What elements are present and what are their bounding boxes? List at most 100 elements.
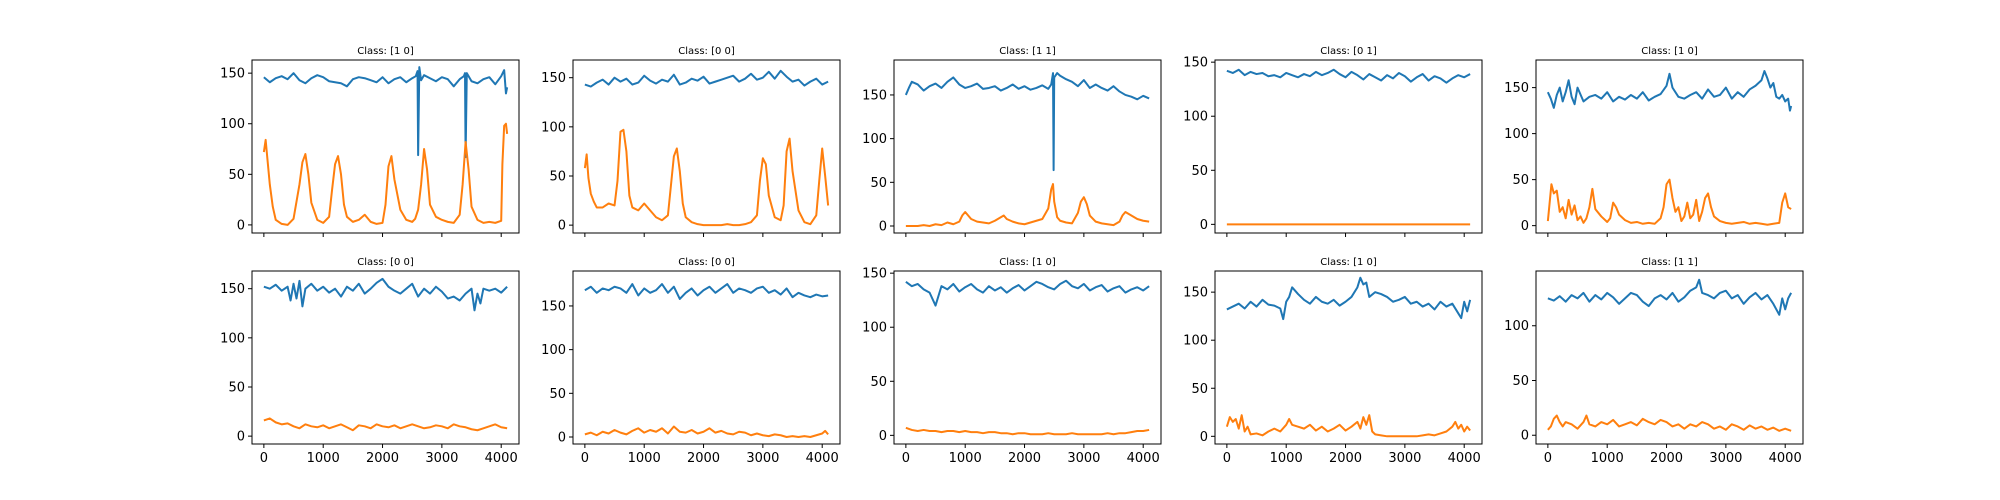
chart-2-axes-frame xyxy=(572,59,841,234)
chart-6: Class: [0 0] 0 50 100 150 0 1000 2000 3000 4000 xyxy=(220,257,520,466)
chart-9: Class: [1 0] 0 50 100 150 0 1000 2000 3000 4000 xyxy=(1183,257,1483,466)
chart-10-x-tick-label: 4000 xyxy=(1769,451,1802,466)
chart-7-y-tick-label: 50 xyxy=(549,387,566,402)
chart-2-series-2-line xyxy=(583,128,830,227)
chart-6-series-1-line xyxy=(263,277,508,312)
chart-7-series-1-line xyxy=(584,283,829,300)
chart-10-x-tick-label: 1000 xyxy=(1591,451,1624,466)
chart-8-x-tick-label: 2000 xyxy=(1008,451,1041,466)
chart-5: Class: [1 0] 0 50 100 150 xyxy=(1504,46,1804,237)
chart-1-series-1-line xyxy=(263,66,509,159)
chart-8-x-tick-label: 4000 xyxy=(1127,451,1160,466)
chart-7-y-tick-label: 100 xyxy=(541,343,566,358)
chart-7-x-tick-label: 2000 xyxy=(687,451,720,466)
chart-8-y-tick-label: 100 xyxy=(862,321,887,336)
chart-9-y-tick-label: 100 xyxy=(1183,334,1208,349)
chart-1: Class: [1 0] 0 50 100 150 xyxy=(220,46,520,237)
chart-5-y-tick-label: 150 xyxy=(1504,81,1529,96)
chart-10-y-tick-label: 0 xyxy=(1521,429,1529,444)
chart-1-y-tick-label: 50 xyxy=(228,168,245,183)
chart-2-series-1-line xyxy=(584,69,829,88)
chart-4-series-1-line xyxy=(1226,68,1471,84)
chart-7-x-tick-label: 3000 xyxy=(746,451,779,466)
chart-1-title: Class: [1 0] xyxy=(357,46,414,57)
chart-10-series-2-line xyxy=(1547,414,1792,432)
chart-4: Class: [0 1] 0 50 100 150 xyxy=(1183,46,1483,237)
chart-6-x-tick-label: 3000 xyxy=(425,451,458,466)
chart-1-y-tick-label: 0 xyxy=(237,218,245,233)
chart-1-y-tick-label: 100 xyxy=(220,117,245,132)
chart-6-x-tick-label: 2000 xyxy=(366,451,399,466)
chart-6-y-tick-label: 150 xyxy=(220,282,245,297)
chart-6-series-2-line xyxy=(263,417,508,432)
chart-4-y-tick-label: 0 xyxy=(1200,218,1208,233)
chart-2-y-tick-label: 0 xyxy=(558,219,566,234)
chart-9-y-tick-label: 150 xyxy=(1183,286,1208,301)
chart-5-title: Class: [1 0] xyxy=(1641,46,1698,57)
chart-5-series-1-line xyxy=(1546,70,1793,112)
chart-7-x-tick-label: 0 xyxy=(581,451,589,466)
chart-9-x-tick-label: 3000 xyxy=(1388,451,1421,466)
chart-10-y-tick-label: 100 xyxy=(1504,319,1529,334)
chart-10-x-tick-label: 3000 xyxy=(1709,451,1742,466)
chart-5-series-2-line xyxy=(1546,178,1792,226)
chart-10-x-tick-label: 0 xyxy=(1544,451,1552,466)
chart-8-x-tick-label: 1000 xyxy=(949,451,982,466)
chart-6-y-tick-label: 100 xyxy=(220,331,245,346)
chart-4-axes-frame xyxy=(1214,59,1483,234)
chart-6-x-tick-label: 1000 xyxy=(307,451,340,466)
chart-2-y-tick-label: 50 xyxy=(549,169,566,184)
chart-7-y-tick-label: 0 xyxy=(558,431,566,446)
chart-8-y-tick-label: 50 xyxy=(870,375,887,390)
chart-2: Class: [0 0] 0 50 100 150 xyxy=(541,46,841,237)
chart-6-y-tick-label: 0 xyxy=(237,430,245,445)
chart-4-title: Class: [0 1] xyxy=(1320,46,1377,57)
chart-4-y-tick-label: 100 xyxy=(1183,110,1208,125)
chart-10-axes-frame xyxy=(1535,270,1804,445)
chart-2-title: Class: [0 0] xyxy=(678,46,735,57)
chart-2-y-tick-label: 150 xyxy=(541,71,566,86)
chart-8-x-tick-label: 3000 xyxy=(1067,451,1100,466)
chart-9-x-tick-label: 4000 xyxy=(1448,451,1481,466)
chart-6-y-tick-label: 50 xyxy=(228,380,245,395)
chart-7-y-tick-label: 150 xyxy=(541,299,566,314)
chart-8-x-tick-label: 0 xyxy=(902,451,910,466)
chart-10-title: Class: [1 1] xyxy=(1641,257,1698,268)
chart-10-y-tick-label: 50 xyxy=(1512,374,1529,389)
chart-7-x-tick-label: 4000 xyxy=(806,451,839,466)
chart-3-series-1-line xyxy=(904,72,1150,172)
chart-9-y-tick-label: 50 xyxy=(1191,382,1208,397)
chart-3-series-2-line xyxy=(905,183,1150,228)
chart-8-series-2-line xyxy=(905,426,1150,436)
chart-6-x-tick-label: 0 xyxy=(260,451,268,466)
chart-7-x-tick-label: 1000 xyxy=(628,451,661,466)
chart-10-series-1-line xyxy=(1547,278,1793,316)
chart-3: Class: [1 1] 0 50 100 150 xyxy=(862,46,1162,237)
chart-4-y-tick-label: 50 xyxy=(1191,164,1208,179)
chart-1-y-tick-label: 150 xyxy=(220,67,245,82)
chart-3-y-tick-label: 0 xyxy=(879,220,887,235)
chart-7: Class: [0 0] 0 50 100 150 0 1000 2000 3000 4000 xyxy=(541,257,841,466)
chart-9-axes-frame xyxy=(1214,270,1483,445)
chart-3-y-tick-label: 100 xyxy=(862,132,887,147)
chart-1-series-2-line xyxy=(262,122,509,226)
chart-3-title: Class: [1 1] xyxy=(999,46,1056,57)
chart-5-y-tick-label: 100 xyxy=(1504,127,1529,142)
chart-9-series-2-line xyxy=(1225,414,1471,438)
chart-3-y-tick-label: 50 xyxy=(870,176,887,191)
chart-8-axes-frame xyxy=(893,270,1162,445)
chart-9-x-tick-label: 0 xyxy=(1223,451,1231,466)
chart-2-y-tick-label: 100 xyxy=(541,120,566,135)
chart-3-y-tick-label: 150 xyxy=(862,88,887,103)
chart-8-title: Class: [1 0] xyxy=(999,257,1056,268)
chart-9-series-1-line xyxy=(1226,276,1472,321)
chart-7-series-2-line xyxy=(584,425,829,439)
chart-9-y-tick-label: 0 xyxy=(1200,430,1208,445)
chart-8: Class: [1 0] 0 50 100 150 0 1000 2000 3000 4000 xyxy=(862,257,1162,466)
chart-7-axes-frame xyxy=(572,270,841,445)
chart-6-x-tick-label: 4000 xyxy=(485,451,518,466)
chart-9-title: Class: [1 0] xyxy=(1320,257,1377,268)
